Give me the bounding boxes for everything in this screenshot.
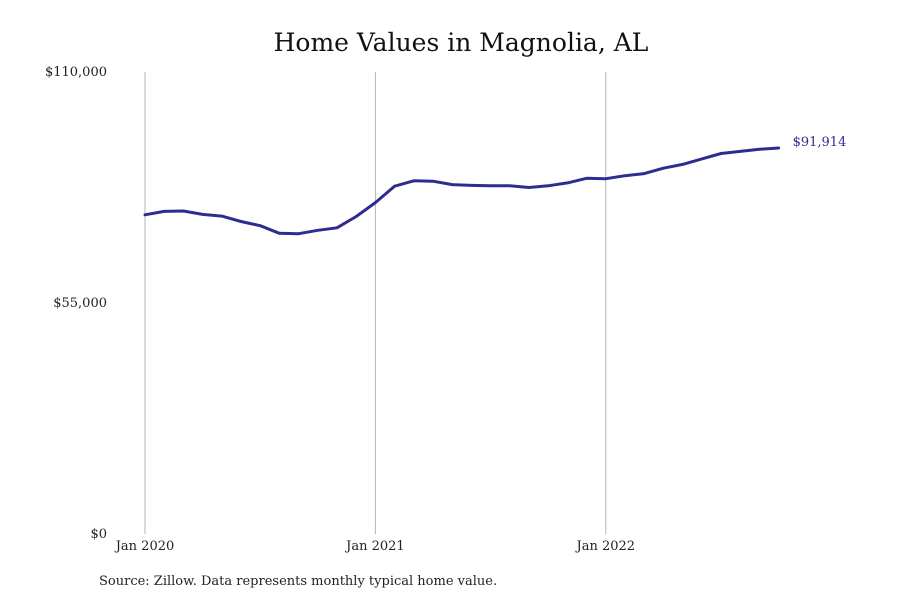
x-axis: Jan 2020 Jan 2021 Jan 2022 <box>114 539 635 554</box>
y-tick-label: $0 <box>90 527 107 542</box>
chart-title: Home Values in Magnolia, AL <box>274 28 649 57</box>
x-tick-label: Jan 2020 <box>114 539 175 554</box>
data-point <box>547 185 549 187</box>
data-point <box>201 213 204 216</box>
data-point <box>739 150 741 153</box>
data-point <box>163 210 165 213</box>
data-point <box>566 182 569 184</box>
x-tick-label: Jan 2021 <box>344 539 405 554</box>
data-point <box>662 167 665 169</box>
y-tick-label: $55,000 <box>53 296 107 311</box>
data-point <box>259 224 262 227</box>
data-point <box>413 179 415 182</box>
data-point <box>432 180 434 182</box>
data-point <box>240 220 242 223</box>
end-value-label: $91,914 <box>793 135 847 150</box>
data-point <box>451 183 454 186</box>
x-tick-label: Jan 2022 <box>575 539 636 554</box>
data-point <box>374 201 377 204</box>
data-point <box>317 229 319 232</box>
data-point <box>777 147 780 149</box>
y-axis: $0 $55,000 $110,000 <box>45 65 107 542</box>
data-point <box>624 174 626 177</box>
data-point <box>278 232 281 235</box>
data-point <box>758 148 761 151</box>
data-point <box>470 184 473 187</box>
data-point <box>355 215 358 218</box>
data-point <box>701 158 703 160</box>
gridlines <box>144 72 607 534</box>
data-point <box>585 177 588 180</box>
series-group: $91,914 <box>143 135 847 236</box>
data-point <box>509 185 511 187</box>
data-point <box>643 172 645 175</box>
data-point <box>297 232 300 235</box>
y-tick-label: $110,000 <box>45 65 107 80</box>
data-point <box>182 210 185 212</box>
data-point <box>720 152 722 155</box>
data-point <box>393 185 396 188</box>
source-note: Source: Zillow. Data represents monthly … <box>99 574 497 589</box>
data-point <box>681 163 684 166</box>
data-point <box>221 215 223 217</box>
series-line <box>143 146 781 236</box>
data-point <box>144 214 146 216</box>
data-point <box>336 227 338 229</box>
data-point <box>605 177 607 180</box>
data-point <box>489 185 492 187</box>
data-point <box>528 186 530 189</box>
